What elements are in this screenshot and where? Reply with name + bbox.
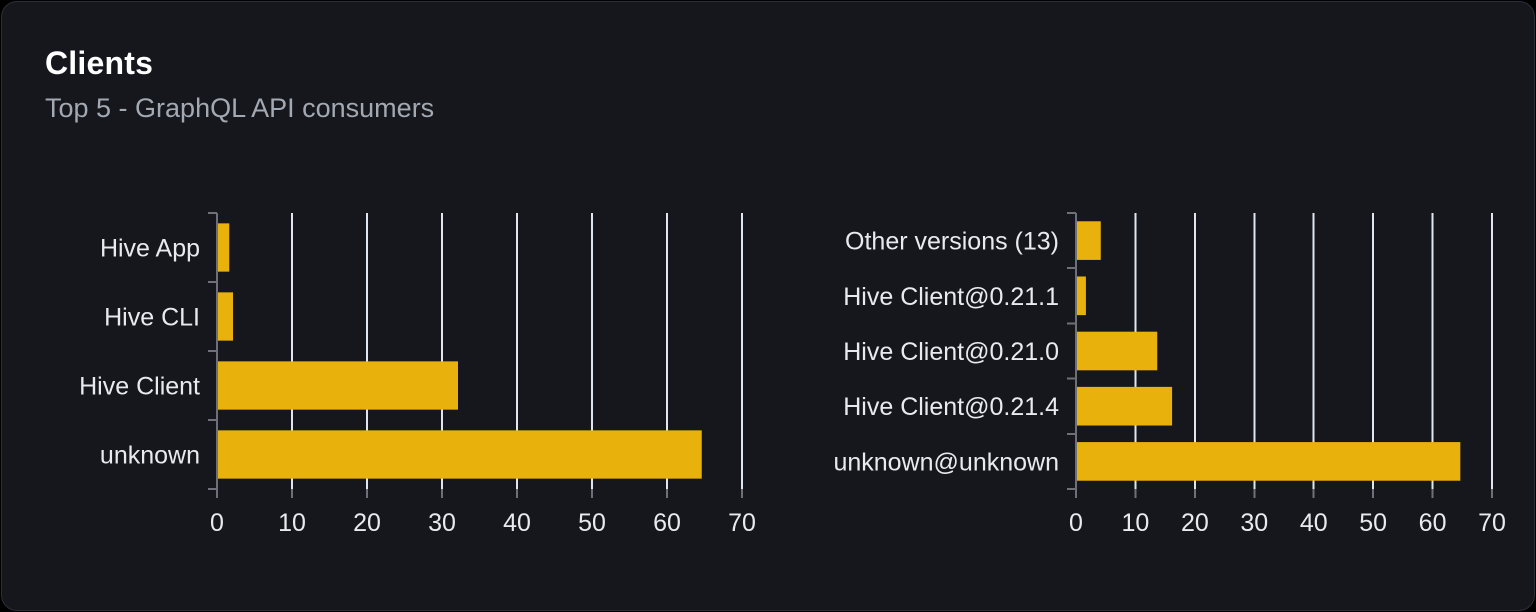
- x-axis-tick-label: 50: [1359, 509, 1387, 537]
- clients-bar-chart: 0 10 20 30 40 50 60 70 Hive App Hive CLI Hive Clie…: [79, 212, 756, 537]
- bar[interactable]: [1077, 331, 1158, 371]
- x-axis-tick-label: 20: [353, 509, 381, 537]
- x-axis-tick-label: 40: [503, 509, 531, 537]
- category-label: Hive Client@0.21.1: [843, 283, 1059, 311]
- category-label: Other versions (13): [845, 228, 1059, 256]
- client-versions-bar-chart: 0 10 20 30 40 50 60 70 Other versions (13) Hive C…: [833, 212, 1506, 537]
- bar[interactable]: [1077, 442, 1461, 481]
- x-axis-tick-label: 0: [210, 509, 224, 537]
- x-axis-tick-label: 0: [1069, 509, 1083, 537]
- panel-subtitle: Top 5 - GraphQL API consumers: [45, 93, 435, 124]
- x-axis-tick-label: 60: [653, 509, 681, 537]
- bar[interactable]: [218, 292, 233, 341]
- category-label: unknown: [100, 442, 200, 470]
- bar[interactable]: [1077, 276, 1086, 316]
- bar[interactable]: [218, 223, 230, 272]
- category-label: Hive Client@0.21.4: [843, 393, 1059, 421]
- category-label: Hive App: [100, 235, 200, 263]
- x-axis-tick-label: 30: [1240, 509, 1268, 537]
- bar[interactable]: [1077, 386, 1173, 426]
- category-label: Hive Client@0.21.0: [843, 338, 1059, 366]
- panel-header: Clients Top 5 - GraphQL API consumers: [45, 45, 435, 124]
- x-axis-tick-label: 20: [1181, 509, 1209, 537]
- x-axis-tick-label: 30: [428, 509, 456, 537]
- x-axis-tick-label: 10: [278, 509, 306, 537]
- panel-title: Clients: [45, 45, 154, 81]
- bar[interactable]: [1077, 221, 1101, 260]
- x-axis-tick-label: 40: [1300, 509, 1328, 537]
- category-label: Hive Client: [79, 373, 200, 401]
- bar[interactable]: [218, 361, 458, 410]
- category-label: unknown@unknown: [833, 448, 1059, 476]
- x-axis-tick-label: 50: [578, 509, 606, 537]
- x-axis-tick-label: 10: [1122, 509, 1150, 537]
- x-axis-tick-label: 70: [1478, 509, 1506, 537]
- category-label: Hive CLI: [104, 304, 200, 332]
- x-axis-tick-label: 60: [1419, 509, 1447, 537]
- x-axis-tick-label: 70: [728, 509, 756, 537]
- bar[interactable]: [218, 430, 702, 479]
